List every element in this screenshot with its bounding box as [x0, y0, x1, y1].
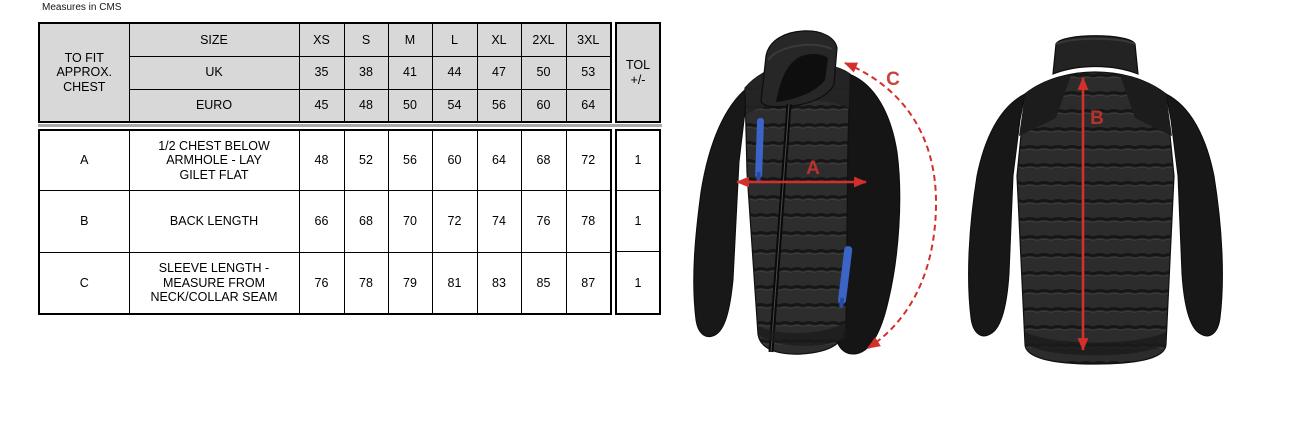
size-chart-body-block: A 1/2 CHEST BELOW ARMHOLE - LAY GILET FL… — [38, 129, 662, 315]
tolerance-value-cell: 1 — [634, 153, 642, 168]
jacket-front-image: A C — [693, 30, 938, 355]
measure-value-cell: 87 — [565, 251, 612, 315]
measure-value-cell: 66 — [298, 189, 345, 253]
uk-size-cell: 38 — [343, 55, 389, 90]
back-right-sleeve — [1165, 93, 1223, 337]
measure-value-cell: 72 — [565, 129, 612, 191]
uk-size-cell: 50 — [520, 55, 567, 90]
size-chart: TO FIT APPROX. CHEST SIZE XS S M L XL 2X… — [38, 22, 662, 315]
uk-size-cell: 53 — [565, 55, 612, 90]
euro-size-cell: 50 — [387, 88, 433, 123]
measure-description-cell: 1/2 CHEST BELOW ARMHOLE - LAY GILET FLAT — [128, 129, 300, 191]
uk-size-cell: 44 — [431, 55, 478, 90]
table-row-c: C SLEEVE LENGTH - MEASURE FROM NECK/COLL… — [38, 251, 612, 315]
size-chart-header-block: TO FIT APPROX. CHEST SIZE XS S M L XL 2X… — [38, 22, 662, 123]
uk-size-cell: 35 — [298, 55, 345, 90]
tolerance-header-cell: TOL +/- — [615, 22, 661, 123]
euro-size-cell: 60 — [520, 88, 567, 123]
uk-size-cell: 47 — [476, 55, 522, 90]
header-row-size: TO FIT APPROX. CHEST SIZE XS S M L XL 2X… — [38, 22, 612, 123]
back-yoke-left — [1019, 75, 1071, 136]
back-collar-texture — [1055, 37, 1136, 45]
measure-value-cell: 83 — [476, 251, 522, 315]
euro-size-cell: 54 — [431, 88, 478, 123]
size-cell: L — [431, 22, 478, 57]
jacket-back-image: B — [968, 35, 1223, 365]
measure-value-cell: 64 — [476, 129, 522, 191]
measure-value-cell: 76 — [298, 251, 345, 315]
size-cell: XS — [298, 22, 345, 57]
table-row-a: A 1/2 CHEST BELOW ARMHOLE - LAY GILET FL… — [38, 129, 612, 191]
front-left-sleeve — [693, 86, 748, 338]
measure-value-cell: 68 — [520, 129, 567, 191]
uk-size-cell: 41 — [387, 55, 433, 90]
header-row-uk: UK 35 38 41 44 47 50 53 — [39, 55, 612, 90]
corner-cell: TO FIT APPROX. CHEST — [38, 22, 130, 123]
size-cell: 2XL — [520, 22, 567, 57]
measure-a-label: A — [806, 158, 820, 179]
measures-note: Measures in CMS — [42, 2, 122, 13]
header-body-divider — [38, 124, 662, 127]
measure-value-cell: 78 — [565, 189, 612, 253]
tolerance-value-cell: 1 — [617, 251, 659, 313]
measure-value-cell: 79 — [387, 251, 433, 315]
back-yoke-right — [1120, 75, 1172, 136]
measure-value-cell: 56 — [387, 129, 433, 191]
measure-value-cell: 68 — [343, 189, 389, 253]
measure-value-cell: 72 — [431, 189, 478, 253]
front-zipper-highlight — [770, 103, 790, 353]
measure-code-cell: A — [38, 129, 130, 191]
header-row-euro: EURO 45 48 50 54 56 60 64 — [39, 88, 612, 123]
euro-size-cell: 48 — [343, 88, 389, 123]
back-left-sleeve — [968, 93, 1026, 337]
header-label-cell: SIZE — [128, 22, 300, 57]
measure-code-cell: C — [38, 251, 130, 315]
euro-size-cell: 64 — [565, 88, 612, 123]
euro-size-cell: 56 — [476, 88, 522, 123]
size-cell: S — [343, 22, 389, 57]
measure-b-label: B — [1090, 108, 1104, 129]
measure-description-cell: SLEEVE LENGTH - MEASURE FROM NECK/COLLAR… — [128, 251, 300, 315]
measure-code-cell: B — [38, 189, 130, 253]
size-cell: M — [387, 22, 433, 57]
table-row-b: B BACK LENGTH 66 68 70 72 74 76 78 — [38, 189, 612, 253]
size-chart-header-table: TO FIT APPROX. CHEST SIZE XS S M L XL 2X… — [38, 22, 612, 123]
header-label-cell: UK — [128, 55, 300, 90]
measure-value-cell: 85 — [520, 251, 567, 315]
back-hem-shading — [1025, 332, 1166, 356]
measure-value-cell: 52 — [343, 129, 389, 191]
tolerance-value-column: 1 1 1 — [615, 129, 661, 315]
euro-size-cell: 45 — [298, 88, 345, 123]
size-chart-body-table: A 1/2 CHEST BELOW ARMHOLE - LAY GILET FL… — [38, 129, 612, 315]
measure-value-cell: 48 — [298, 129, 345, 191]
size-cell: 3XL — [565, 22, 612, 57]
measure-c-label: C — [886, 69, 900, 90]
measure-value-cell: 76 — [520, 189, 567, 253]
front-collar-opening — [776, 54, 828, 102]
measure-value-cell: 60 — [431, 129, 478, 191]
measure-value-cell: 74 — [476, 189, 522, 253]
measure-value-cell: 78 — [343, 251, 389, 315]
measure-value-cell: 81 — [431, 251, 478, 315]
measure-value-cell: 70 — [387, 189, 433, 253]
measure-description-cell: BACK LENGTH — [128, 189, 300, 253]
header-label-cell: EURO — [128, 88, 300, 123]
measure-c-arrow — [844, 62, 938, 349]
front-hem-shading — [758, 322, 846, 346]
tolerance-value-cell: 1 — [617, 189, 659, 252]
size-cell: XL — [476, 22, 522, 57]
back-body — [1016, 71, 1175, 365]
collar-fleece-texture — [767, 43, 833, 61]
